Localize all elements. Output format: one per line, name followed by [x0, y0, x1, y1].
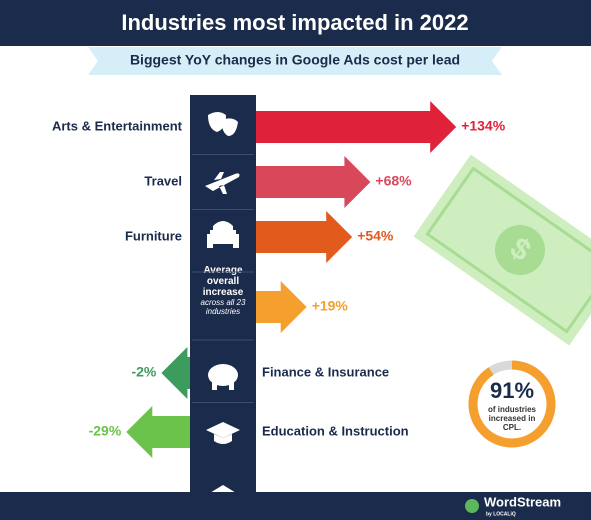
category-label: Furniture	[125, 228, 182, 243]
arrow-bar	[161, 347, 190, 399]
value-label: +19%	[312, 298, 349, 314]
subtitle: Biggest YoY changes in Google Ads cost p…	[130, 52, 460, 68]
arrow-bar	[256, 281, 307, 333]
category-label: Education & Instruction	[262, 423, 409, 438]
callout-text-box: of industries increased in CPL.	[487, 405, 536, 432]
value-label: +134%	[461, 118, 506, 134]
money-decoration: $	[413, 154, 591, 346]
arrow-bar	[256, 211, 353, 263]
average-note: across all 23 industries	[200, 298, 246, 316]
value-label: +68%	[375, 173, 412, 189]
average-label: Average overall increase	[202, 265, 244, 298]
value-label: +54%	[357, 228, 394, 244]
icons	[205, 112, 240, 444]
callout-text: of industries increased in CPL.	[487, 405, 536, 432]
callout-value: 91%	[490, 378, 534, 403]
value-label: -29%	[89, 423, 122, 439]
logo-icon	[465, 499, 479, 513]
logo-sub: by LOCALiQ	[486, 511, 516, 517]
category-label: Finance & Insurance	[262, 364, 389, 379]
arrow-bar	[126, 406, 190, 458]
chart-title: Industries most impacted in 2022	[121, 10, 468, 35]
category-label: Arts & Entertainment	[52, 118, 183, 133]
logo: WordStream	[484, 494, 561, 509]
arrow-bar	[256, 156, 371, 208]
category-label: Travel	[144, 173, 182, 188]
subtitle-banner	[88, 47, 502, 75]
header-band	[0, 0, 591, 46]
value-label: -2%	[131, 364, 156, 380]
footer-band	[0, 492, 591, 520]
arrow-bar	[256, 101, 457, 153]
callout-ring	[468, 360, 556, 448]
